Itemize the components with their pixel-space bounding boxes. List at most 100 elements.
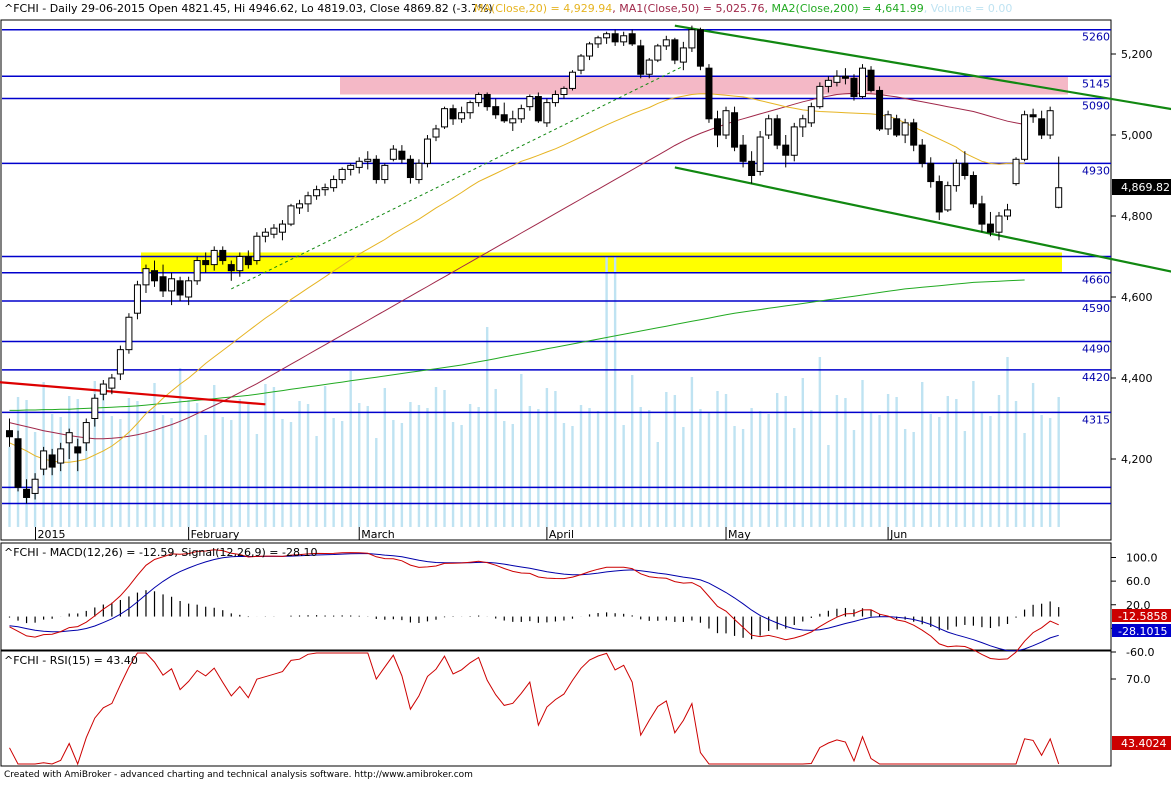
candle-body — [236, 256, 244, 272]
candle-body — [6, 430, 13, 438]
price-title: ^FCHI - Daily 29-06-2015 Open 4821.45, H… — [4, 2, 493, 15]
candle-body — [133, 284, 141, 314]
candle-body — [381, 164, 389, 181]
candle-body — [859, 67, 866, 98]
level-label: 5260 — [1082, 31, 1110, 44]
candle-body — [807, 106, 815, 124]
candle-body — [841, 75, 849, 79]
macd-y-tick-label: 100.0 — [1126, 552, 1158, 565]
signal-last-label: -28.1015 — [1118, 625, 1167, 638]
x-tick-label: April — [549, 528, 574, 541]
candle-body — [705, 67, 713, 120]
candle-body — [296, 203, 304, 209]
candle-body — [731, 112, 739, 148]
candle-body — [244, 256, 252, 266]
macd-last-label: -12.5858 — [1118, 610, 1167, 623]
macd-y-tick-label: 20.0 — [1126, 599, 1151, 612]
candle-body — [91, 397, 99, 419]
candle-body — [765, 118, 773, 136]
candle-body — [756, 136, 764, 172]
candle-body — [910, 122, 918, 146]
candle-body — [176, 280, 184, 296]
candle-body — [790, 126, 798, 156]
candle-body — [509, 118, 517, 124]
candle-body — [483, 94, 491, 108]
candle-body — [833, 75, 841, 83]
candle-body — [893, 118, 901, 136]
macd-line — [9, 549, 1059, 660]
candle-body — [168, 278, 176, 292]
candle-body — [961, 162, 969, 177]
candle-body — [458, 112, 466, 120]
legend-entry: , Volume = 0.00 — [924, 2, 1013, 15]
last-price-box — [1112, 179, 1171, 195]
candle-body — [816, 85, 824, 108]
candle-body — [304, 195, 312, 205]
candle-body — [1038, 118, 1046, 136]
candle-body — [389, 148, 397, 160]
legend-entry: , MA2(Close,200) = 4,641.99 — [765, 2, 924, 15]
candle-body — [338, 168, 346, 181]
rsi-pane: 70.0 — [9, 652, 1151, 766]
candle-body — [278, 223, 286, 233]
candle-body — [986, 223, 994, 233]
candle-body — [449, 108, 457, 120]
candle-body — [14, 438, 22, 488]
candle-body — [1029, 114, 1037, 118]
candle-body — [475, 94, 483, 104]
candle-body — [611, 33, 619, 43]
candle-body — [1012, 158, 1020, 185]
macd-last-box — [1112, 609, 1171, 622]
candle-body — [270, 227, 278, 235]
candle-body — [330, 179, 338, 189]
candle-body — [696, 29, 704, 67]
candle-body — [586, 43, 594, 57]
candle-body — [23, 488, 31, 498]
candle-body — [577, 55, 585, 71]
candle-body — [116, 349, 124, 375]
x-tick-label: May — [728, 528, 751, 541]
candle-body — [679, 47, 687, 63]
candle-body — [927, 162, 935, 183]
candle-body — [782, 144, 790, 156]
price-pane-frame — [0, 19, 1112, 541]
candle-body — [406, 158, 414, 179]
candle-body — [202, 260, 210, 266]
x-tick-label: March — [361, 528, 395, 541]
candle-body — [517, 108, 525, 120]
candle-body — [261, 231, 269, 237]
candle-body — [935, 181, 943, 213]
candle-body — [432, 128, 440, 138]
ma20-line — [9, 93, 1025, 463]
y-tick-label: 4,600 — [1121, 291, 1153, 304]
level-label: 4930 — [1082, 164, 1110, 177]
candle-body — [952, 162, 960, 187]
candle-body — [193, 260, 201, 282]
lower-channel-trendline — [674, 166, 1171, 273]
candle-body — [876, 89, 884, 130]
candle-body — [31, 478, 39, 494]
rsi-pane-frame — [0, 650, 1112, 767]
candle-body — [108, 377, 116, 389]
candle-body — [57, 448, 65, 464]
candle-body — [185, 280, 193, 298]
y-tick-label: 4,200 — [1121, 453, 1153, 466]
y-tick-label: 5,200 — [1121, 48, 1153, 61]
candle-body — [603, 33, 611, 39]
candle-body — [722, 110, 730, 136]
candle-body — [551, 94, 559, 104]
macd-title: ^FCHI - MACD(12,26) = -12.59, Signal(12,… — [4, 546, 317, 559]
candle-body — [748, 160, 756, 176]
y-tick-label: 5,000 — [1121, 129, 1153, 142]
candle-body — [65, 432, 73, 444]
candle-body — [142, 268, 150, 286]
candle-body — [969, 175, 977, 205]
x-tick-label: Jun — [889, 528, 907, 541]
candle-body — [688, 29, 696, 49]
legend-entry: , MA1(Close,50) = 5,025.76 — [612, 2, 764, 15]
price-legend: MA(Close,20) = 4,929.94, MA1(Close,50) =… — [474, 2, 1012, 15]
candle-body — [466, 102, 474, 114]
level-label: 4315 — [1082, 413, 1110, 426]
candle-body — [423, 138, 431, 164]
